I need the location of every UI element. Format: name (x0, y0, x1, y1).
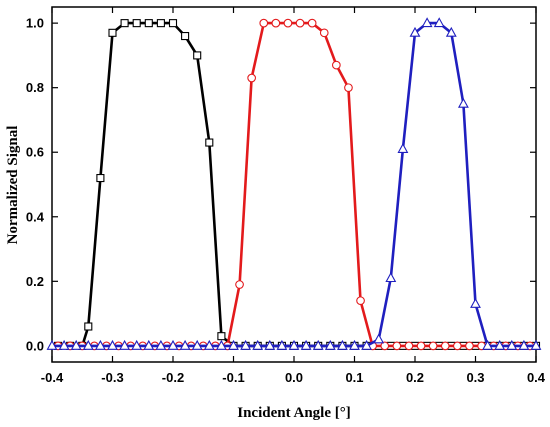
data-point (506, 339, 518, 350)
data-point (482, 339, 494, 350)
data-point (82, 339, 94, 350)
data-point (84, 322, 93, 331)
data-point (380, 341, 390, 351)
data-point (404, 341, 414, 351)
data-point (300, 339, 312, 350)
data-point (518, 339, 530, 350)
data-point (228, 339, 239, 350)
data-point (107, 339, 118, 350)
data-point (156, 19, 165, 28)
data-point (96, 173, 105, 183)
data-point (494, 339, 506, 350)
x-tick-label: -0.4 (41, 370, 64, 385)
data-point (215, 339, 227, 350)
data-point (217, 332, 226, 341)
data-point (361, 339, 373, 350)
data-point (205, 138, 214, 147)
x-tick-label: 0.4 (527, 370, 546, 385)
data-point (344, 83, 353, 93)
x-tick-label: -0.3 (101, 370, 123, 385)
data-point (288, 339, 300, 350)
series-layer (46, 17, 542, 351)
series-1 (53, 19, 541, 350)
series-3 (46, 17, 542, 350)
y-tick-label: 1.0 (26, 16, 44, 31)
data-point (433, 17, 445, 28)
data-point (530, 339, 542, 350)
data-point (312, 339, 324, 350)
data-point (143, 339, 155, 350)
data-point (276, 339, 288, 350)
data-point (295, 18, 305, 28)
data-point (70, 339, 82, 350)
data-point (385, 272, 397, 283)
x-tick-label: 0.0 (285, 370, 303, 385)
x-tick-label: -0.1 (222, 370, 244, 385)
y-tick-label: 0.2 (26, 274, 44, 289)
data-point (440, 341, 450, 351)
axis-ticks: -0.4 -0.3 -0.2 -0.1 0.0 0.1 0.2 0.3 0.4 0.0 0.2 0.4… (26, 7, 546, 385)
data-point (264, 339, 276, 350)
data-point (307, 18, 317, 28)
data-point (392, 341, 402, 351)
data-point (94, 339, 106, 350)
data-point (203, 339, 215, 350)
x-axis-title: Incident Angle [°] (237, 405, 351, 421)
data-point (108, 28, 117, 37)
data-point (181, 31, 190, 41)
data-point (336, 339, 348, 350)
data-point (453, 341, 462, 351)
data-point (58, 339, 70, 350)
data-point (457, 97, 469, 108)
x-tick-label: -0.2 (162, 370, 184, 385)
x-tick-label: 0.3 (466, 370, 484, 385)
y-tick-label: 0.6 (26, 145, 44, 160)
x-tick-label: 0.1 (345, 370, 363, 385)
plot-frame (51, 6, 537, 363)
data-point (119, 339, 131, 350)
y-tick-label: 0.0 (26, 338, 44, 353)
data-point (235, 280, 244, 289)
data-point (397, 143, 409, 153)
data-point (421, 17, 433, 28)
x-tick-label: 0.2 (406, 370, 424, 385)
data-point (470, 297, 481, 308)
data-point (349, 339, 360, 350)
data-point (191, 339, 203, 350)
series-2 (53, 18, 535, 351)
data-point (319, 28, 329, 38)
series-line (58, 21, 536, 348)
data-point (409, 26, 421, 37)
data-point (240, 339, 252, 350)
series-line (52, 21, 536, 348)
data-point (465, 341, 474, 351)
y-axis-title: Normalized Signal (5, 126, 21, 245)
data-point (167, 339, 179, 350)
data-point (428, 341, 438, 351)
data-point (131, 339, 143, 350)
data-point (445, 26, 457, 37)
data-point (271, 18, 281, 28)
data-point (168, 19, 178, 28)
y-tick-label: 0.8 (26, 80, 44, 95)
data-point (155, 339, 167, 350)
data-point (193, 51, 202, 60)
data-point (179, 339, 191, 350)
data-point (332, 60, 341, 70)
data-point (252, 339, 264, 350)
data-point (120, 19, 129, 28)
y-tick-label: 0.4 (26, 209, 45, 224)
data-point (247, 73, 256, 83)
data-point (283, 18, 293, 28)
data-point (144, 19, 153, 28)
data-point (324, 339, 336, 350)
data-point (416, 341, 426, 351)
data-point (46, 339, 58, 350)
data-point (259, 18, 269, 28)
data-point (373, 333, 385, 344)
data-point (356, 296, 365, 306)
data-point (132, 19, 141, 28)
